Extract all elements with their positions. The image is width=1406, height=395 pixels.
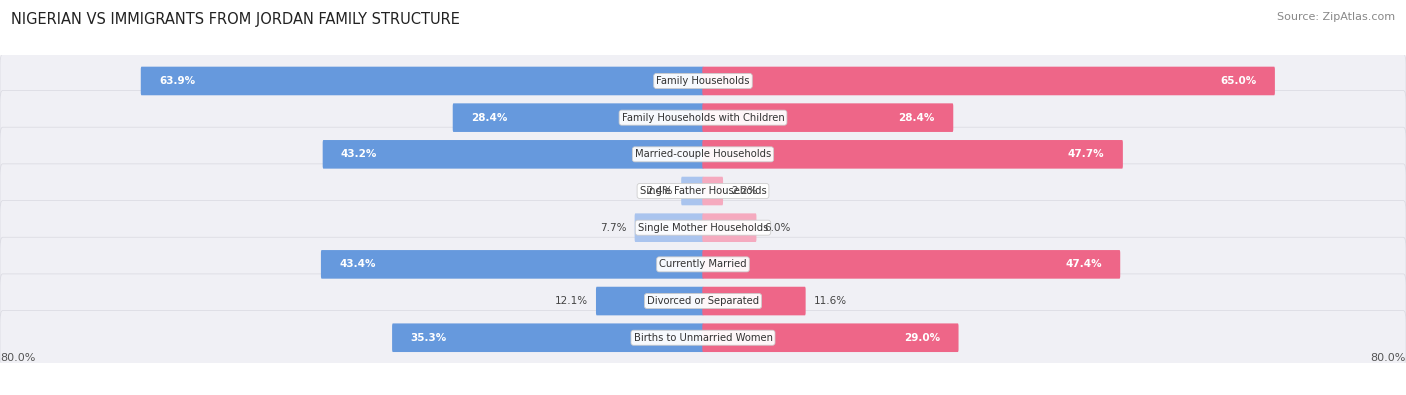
Text: 7.7%: 7.7%: [600, 223, 627, 233]
FancyBboxPatch shape: [703, 103, 953, 132]
FancyBboxPatch shape: [596, 287, 704, 315]
Text: Currently Married: Currently Married: [659, 260, 747, 269]
Text: 47.4%: 47.4%: [1066, 260, 1102, 269]
Legend: Nigerian, Immigrants from Jordan: Nigerian, Immigrants from Jordan: [562, 393, 844, 395]
Text: Family Households with Children: Family Households with Children: [621, 113, 785, 123]
Text: 35.3%: 35.3%: [411, 333, 447, 343]
FancyBboxPatch shape: [0, 310, 1406, 365]
FancyBboxPatch shape: [453, 103, 704, 132]
FancyBboxPatch shape: [682, 177, 704, 205]
Text: 29.0%: 29.0%: [904, 333, 941, 343]
FancyBboxPatch shape: [321, 250, 704, 279]
Text: 43.2%: 43.2%: [340, 149, 377, 159]
FancyBboxPatch shape: [703, 213, 756, 242]
FancyBboxPatch shape: [634, 213, 704, 242]
Text: Married-couple Households: Married-couple Households: [636, 149, 770, 159]
FancyBboxPatch shape: [703, 177, 723, 205]
Text: 65.0%: 65.0%: [1220, 76, 1257, 86]
FancyBboxPatch shape: [703, 324, 959, 352]
Text: 28.4%: 28.4%: [898, 113, 935, 123]
FancyBboxPatch shape: [323, 140, 704, 169]
Text: Births to Unmarried Women: Births to Unmarried Women: [634, 333, 772, 343]
Text: 43.4%: 43.4%: [339, 260, 375, 269]
Text: 80.0%: 80.0%: [1371, 353, 1406, 363]
Text: Divorced or Separated: Divorced or Separated: [647, 296, 759, 306]
Text: Source: ZipAtlas.com: Source: ZipAtlas.com: [1277, 12, 1395, 22]
FancyBboxPatch shape: [141, 67, 704, 95]
Text: 80.0%: 80.0%: [0, 353, 35, 363]
FancyBboxPatch shape: [0, 54, 1406, 108]
FancyBboxPatch shape: [392, 324, 704, 352]
Text: NIGERIAN VS IMMIGRANTS FROM JORDAN FAMILY STRUCTURE: NIGERIAN VS IMMIGRANTS FROM JORDAN FAMIL…: [11, 12, 460, 27]
Text: 47.7%: 47.7%: [1069, 149, 1105, 159]
FancyBboxPatch shape: [703, 67, 1275, 95]
FancyBboxPatch shape: [0, 164, 1406, 218]
FancyBboxPatch shape: [0, 237, 1406, 292]
Text: 63.9%: 63.9%: [159, 76, 195, 86]
FancyBboxPatch shape: [0, 201, 1406, 255]
FancyBboxPatch shape: [0, 274, 1406, 328]
FancyBboxPatch shape: [0, 90, 1406, 145]
Text: 2.4%: 2.4%: [647, 186, 673, 196]
Text: 6.0%: 6.0%: [765, 223, 792, 233]
Text: 28.4%: 28.4%: [471, 113, 508, 123]
Text: 11.6%: 11.6%: [814, 296, 846, 306]
FancyBboxPatch shape: [703, 140, 1123, 169]
FancyBboxPatch shape: [703, 250, 1121, 279]
Text: 2.2%: 2.2%: [731, 186, 758, 196]
FancyBboxPatch shape: [0, 127, 1406, 181]
Text: Single Mother Households: Single Mother Households: [638, 223, 768, 233]
Text: Single Father Households: Single Father Households: [640, 186, 766, 196]
FancyBboxPatch shape: [703, 287, 806, 315]
Text: Family Households: Family Households: [657, 76, 749, 86]
Text: 12.1%: 12.1%: [555, 296, 588, 306]
